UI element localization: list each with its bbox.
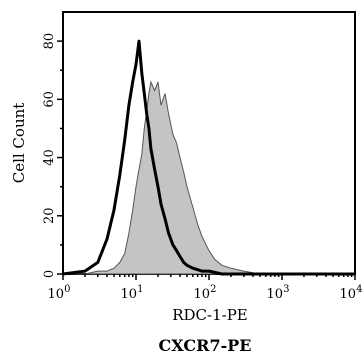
- x-tick-exponent: 4: [356, 284, 362, 295]
- y-axis-label: Cell Count: [10, 103, 28, 184]
- histogram-series-2: [62, 39, 355, 276]
- y-tick-label: 40: [42, 149, 57, 166]
- y-tick-label: 60: [42, 91, 57, 108]
- x-tick-label: 103: [267, 284, 290, 302]
- histogram-series: [62, 39, 355, 276]
- x-tick-label: 104: [340, 284, 363, 302]
- x-tick-label: 102: [194, 284, 217, 302]
- x-tick-exponent: 2: [210, 284, 216, 295]
- y-tick-label: 80: [42, 33, 57, 50]
- y-tick-label: 20: [42, 208, 57, 225]
- x-tick-exponent: 0: [64, 284, 70, 295]
- histogram-series-1: [63, 80, 355, 275]
- x-tick-exponent: 3: [283, 284, 289, 295]
- x-tick-label: 100: [48, 284, 71, 302]
- y-tick-label: 0: [42, 270, 57, 278]
- x-tick-exponent: 1: [137, 284, 143, 295]
- x-axis-label: RDC-1-PE: [172, 306, 248, 324]
- x-tick-label: 101: [121, 284, 144, 302]
- caption: CXCR7-PE: [159, 336, 252, 355]
